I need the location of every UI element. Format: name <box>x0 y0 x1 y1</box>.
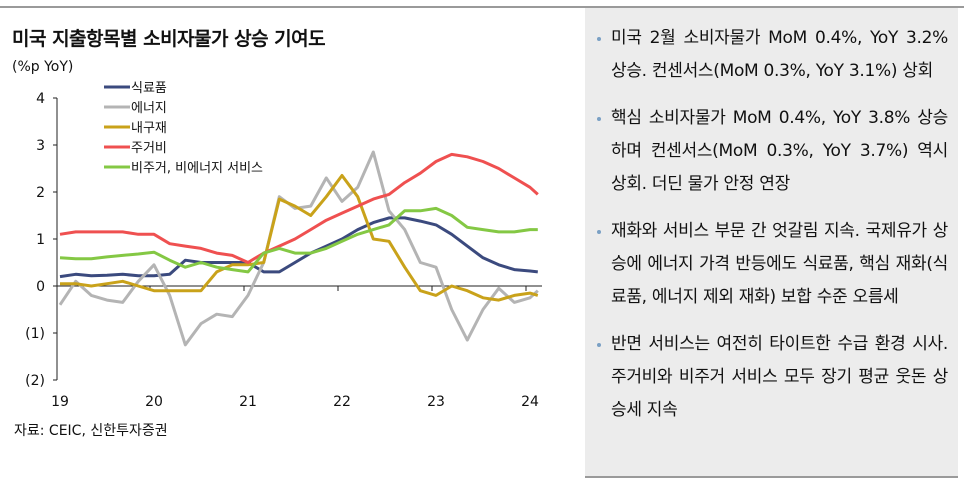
series-line-0 <box>59 216 538 279</box>
bullet-item: 미국 2월 소비자물가 MoM 0.4%, YoY 3.2% 상승. 컨센서스(… <box>597 22 948 88</box>
x-tick-label: 24 <box>521 394 539 410</box>
bullet-item: 재화와 서비스 부문 간 엇갈림 지속. 국제유가 상승에 에너지 가격 반등에… <box>597 215 948 314</box>
y-tick-label: 3 <box>36 138 45 154</box>
legend-label: 주거비 <box>131 141 167 156</box>
y-axis-unit: (%p YoY) <box>12 59 73 75</box>
y-tick-label: 2 <box>36 185 45 201</box>
summary-panel: 미국 2월 소비자물가 MoM 0.4%, YoY 3.2% 상승. 컨센서스(… <box>585 8 958 478</box>
chart-title: 미국 지출항목별 소비자물가 상승 기여도 <box>12 28 326 50</box>
x-tick-label: 19 <box>51 394 69 410</box>
series-line-1 <box>58 150 539 347</box>
legend-label: 식료품 <box>131 81 167 96</box>
bullet-item: 반면 서비스는 여전히 타이트한 수급 환경 시사. 주거비와 비주거 서비스 … <box>597 328 948 427</box>
y-tick-label: 0 <box>36 279 45 295</box>
source-note: 자료: CEIC, 신한투자증권 <box>14 423 168 439</box>
bullet-item: 핵심 소비자물가 MoM 0.4%, YoY 3.8% 상승하며 컨센서스(Mo… <box>597 102 948 201</box>
y-tick-label: 4 <box>36 91 45 107</box>
legend-label: 내구재 <box>131 121 167 136</box>
x-tick-label: 23 <box>427 394 445 410</box>
series-line-4 <box>59 206 538 274</box>
legend-label: 비주거, 비에너지 서비스 <box>131 161 263 176</box>
x-tick-label: 21 <box>239 394 257 410</box>
y-tick-label: (2) <box>25 373 45 389</box>
x-tick-label: 20 <box>145 394 163 410</box>
top-border <box>0 6 964 8</box>
legend-label: 에너지 <box>131 101 167 116</box>
x-tick-label: 22 <box>333 394 351 410</box>
series-line-2 <box>60 174 539 302</box>
series-line-3 <box>59 152 539 264</box>
y-tick-label: (1) <box>25 326 45 342</box>
y-tick-label: 1 <box>36 232 45 248</box>
